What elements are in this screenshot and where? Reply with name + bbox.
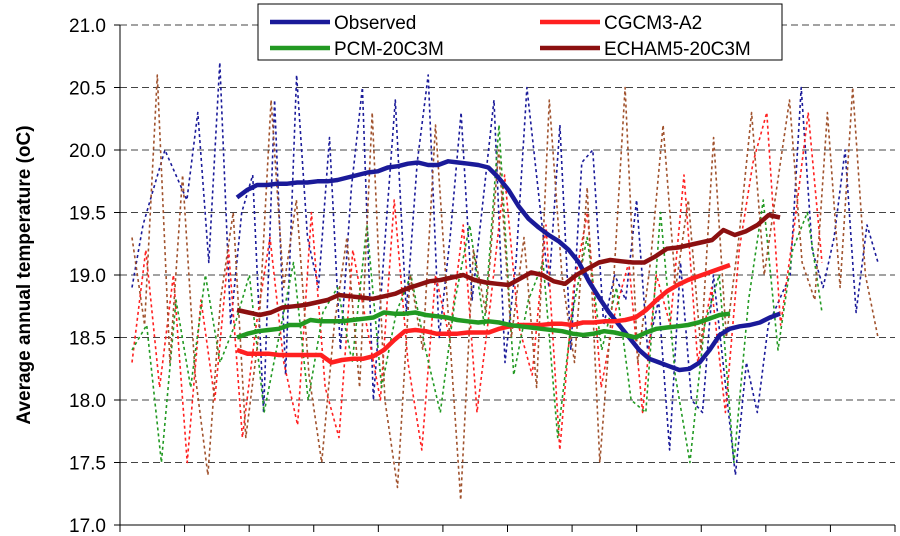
cgcm3-a2-series <box>236 262 731 365</box>
y-tick-labels: 17.0 17.5 18.0 18.5 19.0 19.5 20.0 20.5 21.0 <box>69 16 106 536</box>
y-tick-label: 20.5 <box>69 79 106 100</box>
gridlines <box>120 24 895 463</box>
y-tick-label: 21.0 <box>69 16 106 37</box>
y-tick-label: 18.0 <box>69 391 106 412</box>
y-axis-label: Average annual temperature (oC) <box>14 125 35 424</box>
legend-label-pcm-20c3m: PCM-20C3M <box>334 39 444 60</box>
legend-label-observed: Observed <box>334 13 416 34</box>
pcm-20c3m-series <box>236 310 731 340</box>
annual-dotted-series <box>131 111 823 464</box>
y-tick-label: 19.0 <box>69 266 106 287</box>
y-tick-label: 18.5 <box>69 329 106 350</box>
legend-box <box>257 3 783 61</box>
annual-dotted-series <box>131 74 879 501</box>
echam5-20c3m-series <box>236 212 781 318</box>
y-tick-label: 19.5 <box>69 204 106 225</box>
plot-axes <box>114 24 896 532</box>
y-tick-label: 17.0 <box>69 516 106 536</box>
annual-dotted-series <box>131 124 823 464</box>
y-tick-label: 20.0 <box>69 141 106 162</box>
dotted-series <box>131 61 879 501</box>
legend: Observed CGCM3-A2 PCM-20C3M ECHAM5-20C3M <box>257 3 783 61</box>
legend-label-cgcm3-a2: CGCM3-A2 <box>604 13 702 34</box>
y-tick-label: 17.5 <box>69 454 106 475</box>
legend-label-echam5-20c3m: ECHAM5-20C3M <box>604 39 751 60</box>
annual-dotted-series <box>131 61 879 476</box>
solid-series <box>235 159 781 373</box>
observed-series <box>235 159 781 373</box>
